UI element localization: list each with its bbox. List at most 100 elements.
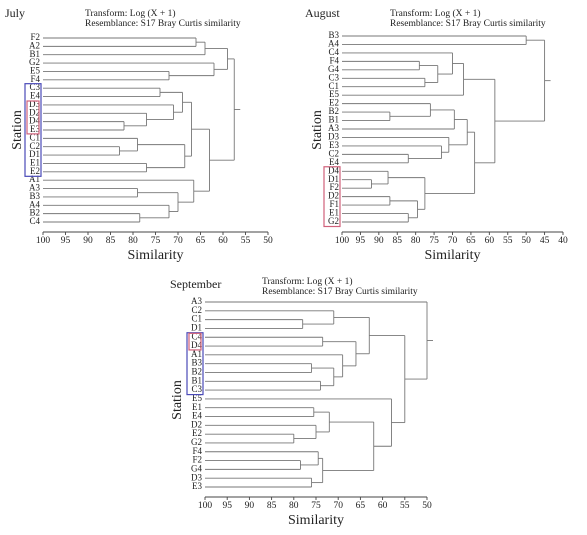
x-tick-label: 65 [356,501,366,511]
leaf-label: E2 [30,166,40,176]
leaf-label: C1 [29,132,40,142]
leaf-label: D2 [29,107,40,117]
leaf-label: D4 [29,116,40,126]
leaf-label: B1 [191,375,202,385]
leaf-label: D4 [328,165,339,175]
x-tick-label: 90 [83,236,93,246]
x-tick-label: 90 [245,501,255,511]
x-tick-label: 85 [267,501,277,511]
leaf-label: F4 [192,446,202,456]
leaf-label: B2 [191,367,202,377]
x-tick-label: 75 [151,236,161,246]
leaf-label: F4 [329,55,339,65]
leaf-label: A1 [29,174,40,184]
leaf-label: B2 [29,208,40,218]
leaf-label: F1 [329,199,339,209]
leaf-label: G2 [29,57,40,67]
y-axis-label: Station [310,110,325,150]
leaf-label: E2 [192,428,202,438]
group-box [188,332,202,351]
transform-note: Transform: Log (X + 1) [85,8,176,19]
leaf-label: D1 [29,149,40,159]
x-tick-label: 50 [521,236,531,246]
group-box [323,166,341,228]
leaf-label: E5 [30,66,40,76]
leaf-label: D3 [191,472,202,482]
dendrogram-panel: August Transform: Log (X + 1)Resemblance:… [305,6,568,263]
leaf-label: F2 [30,32,40,42]
leaf-label: G4 [191,463,202,473]
leaf-label: E4 [30,91,40,101]
leaf-label: C2 [29,141,40,151]
x-tick-label: 50 [263,236,273,246]
x-tick-label: 55 [400,501,410,511]
leaf-label: D4 [191,340,202,350]
leaf-label: B2 [328,106,339,116]
transform-note: Transform: Log (X + 1) [390,8,481,19]
leaf-label: B1 [328,115,339,125]
x-tick-label: 85 [393,236,403,246]
leaf-label: E1 [192,402,202,412]
leaf-label: D2 [191,419,202,429]
x-axis-label: Similarity [128,248,184,263]
leaf-label: G2 [328,216,339,226]
leaf-label: E3 [329,140,339,150]
x-tick-label: 65 [196,236,206,246]
leaf-label: E4 [329,157,339,167]
group-box [26,100,40,135]
leaf-label: F4 [30,74,40,84]
group-box [24,83,42,177]
leaf-label: B1 [29,49,40,59]
x-tick-label: 80 [411,236,421,246]
leaf-label: E4 [192,411,202,421]
x-tick-label: 65 [466,236,476,246]
x-tick-label: 100 [335,236,350,246]
x-axis-label: Similarity [288,513,344,528]
x-tick-label: 40 [558,236,568,246]
x-tick-label: 80 [128,236,138,246]
x-tick-label: 85 [106,236,116,246]
leaf-label: A4 [29,199,40,209]
x-tick-label: 75 [429,236,439,246]
leaf-label: C1 [191,314,202,324]
x-tick-label: 90 [374,236,384,246]
leaf-label: C3 [328,72,339,82]
leaf-label: A3 [328,123,339,133]
x-tick-label: 55 [503,236,513,246]
leaf-label: B3 [328,30,339,40]
leaf-label: E1 [30,158,40,168]
leaf-label: D1 [328,174,339,184]
x-tick-label: 75 [311,501,321,511]
x-tick-label: 60 [378,501,388,511]
leaf-label: G2 [191,437,202,447]
leaf-label: F2 [329,182,339,192]
x-tick-label: 95 [356,236,366,246]
x-tick-label: 70 [448,236,458,246]
leaf-label: D3 [29,99,40,109]
leaf-label: C4 [29,216,40,226]
resemblance-note: Resemblance: S17 Bray Curtis similarity [85,19,241,29]
leaf-label: E3 [192,481,202,491]
leaf-label: E1 [329,208,339,218]
resemblance-note: Resemblance: S17 Bray Curtis similarity [262,287,418,297]
x-tick-label: 95 [222,501,232,511]
leaf-label: E2 [329,98,339,108]
leaf-label: C2 [328,148,339,158]
leaf-label: E5 [192,393,202,403]
x-tick-label: 70 [173,236,183,246]
leaf-label: G4 [328,64,339,74]
leaf-label: D2 [328,191,339,201]
x-tick-label: 55 [241,236,251,246]
x-tick-label: 70 [333,501,343,511]
resemblance-note: Resemblance: S17 Bray Curtis similarity [390,19,546,29]
x-tick-label: 45 [540,236,550,246]
leaf-label: A1 [191,349,202,359]
leaf-label: E5 [329,89,339,99]
dendrogram-panel: July Transform: Log (X + 1)Resemblance: S… [5,6,273,263]
panel-title: July [5,6,25,20]
y-axis-label: Station [170,380,185,420]
leaf-label: C4 [328,47,339,57]
leaf-label: F2 [192,455,202,465]
leaf-label: E3 [30,124,40,134]
leaf-label: A3 [29,183,40,193]
